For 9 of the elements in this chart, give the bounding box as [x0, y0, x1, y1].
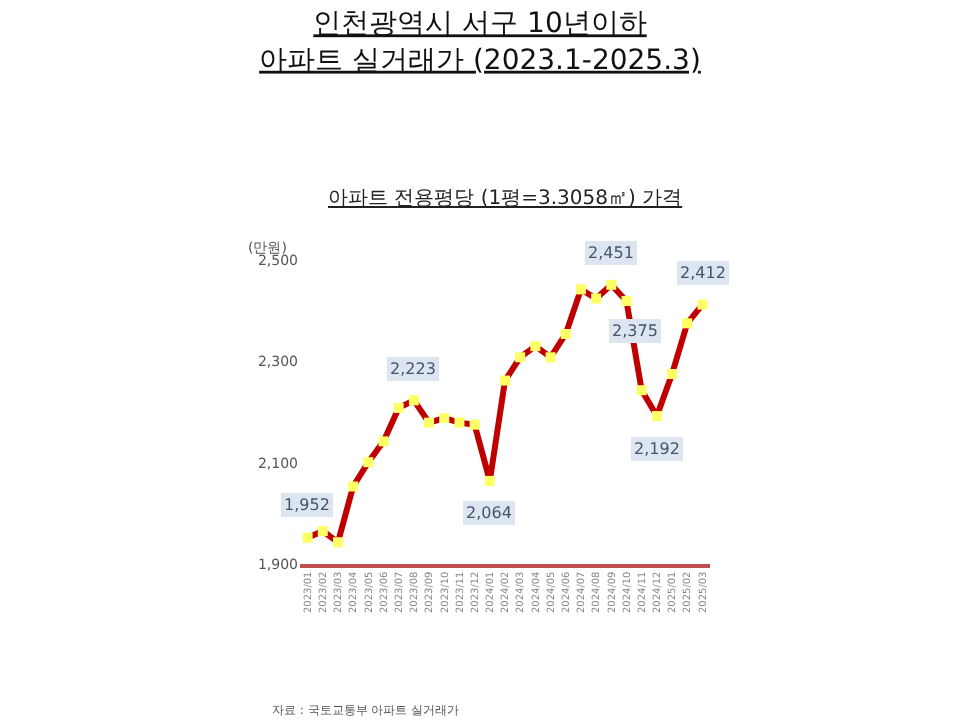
data-label: 1,952 — [284, 496, 330, 514]
data-label: 2,375 — [612, 322, 658, 340]
chart-subtitle: 아파트 전용평당 (1평=3.3058㎡) 가격 — [328, 188, 683, 210]
data-label: 2,451 — [588, 244, 634, 262]
data-label: 2,412 — [680, 264, 726, 282]
data-label: 2,064 — [466, 504, 512, 522]
chart-title: 인천광역시 서구 10년이하 아파트 실거래가 (2023.1-2025.3) — [259, 8, 701, 77]
data-label: 2,223 — [390, 360, 436, 378]
data-label: 2,192 — [634, 440, 680, 458]
